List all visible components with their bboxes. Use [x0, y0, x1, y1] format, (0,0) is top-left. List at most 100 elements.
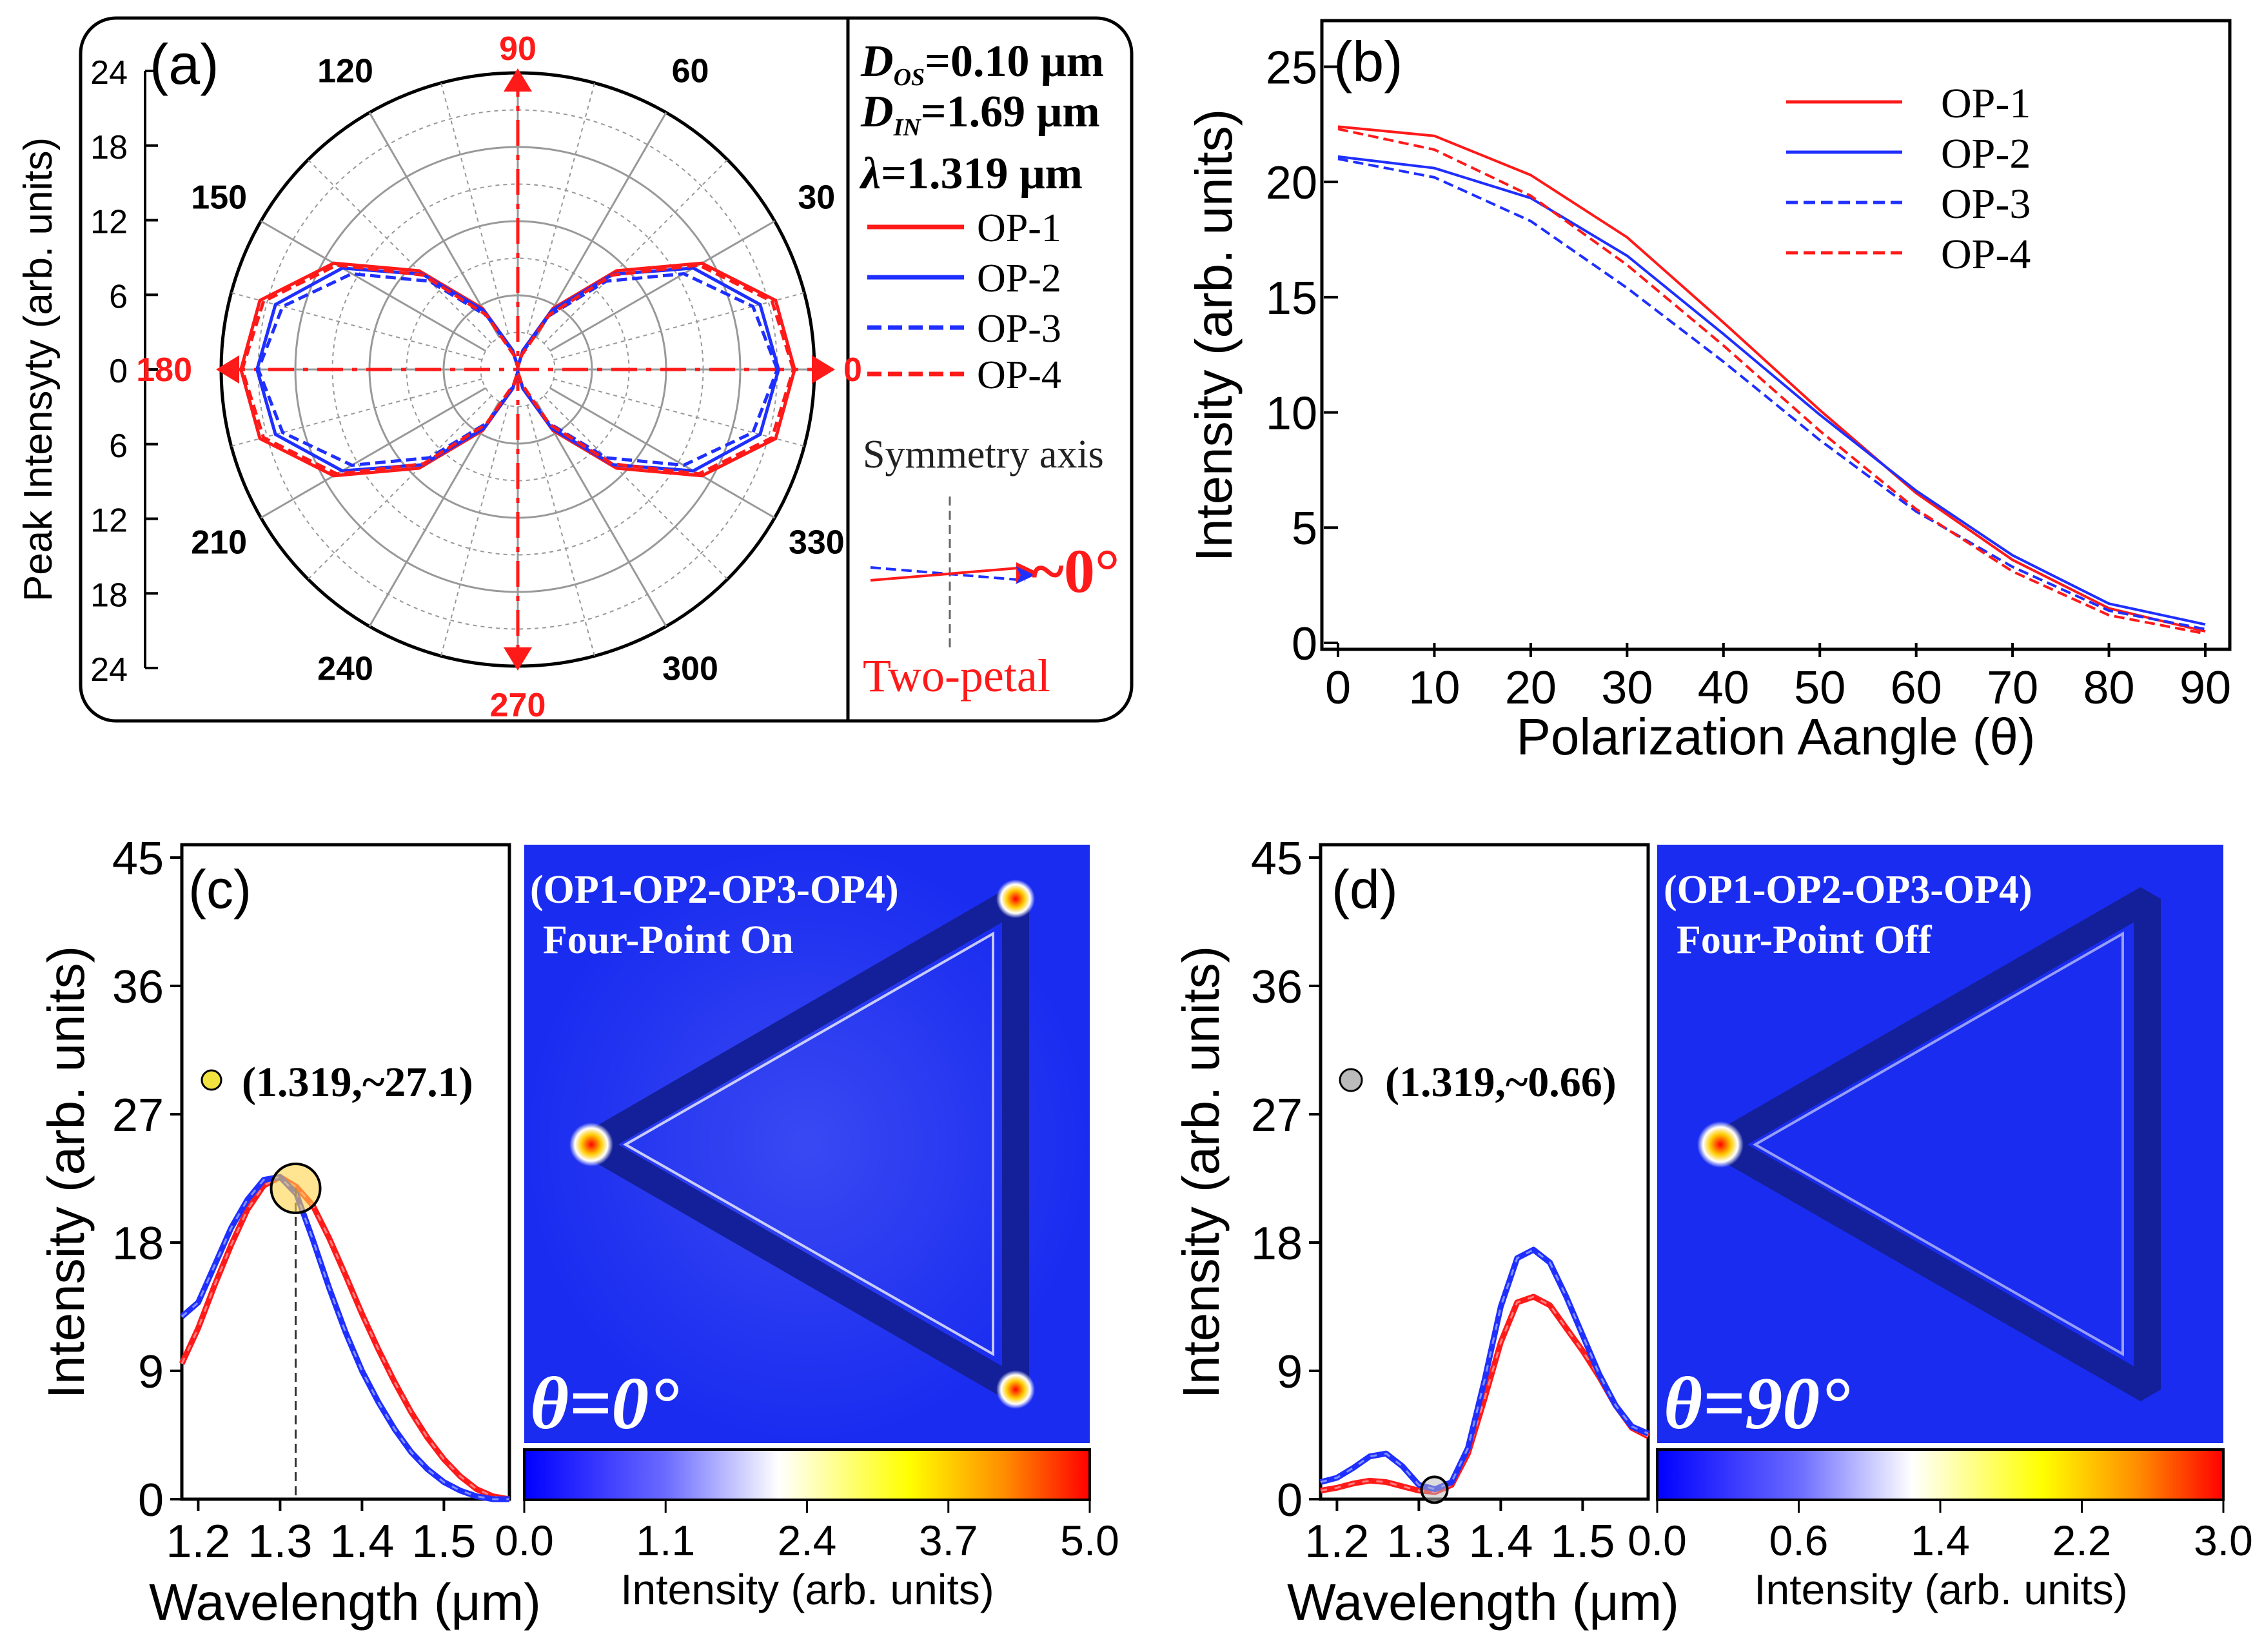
series-op-4 — [1337, 128, 2206, 635]
radial-tick-label: 24 — [90, 651, 128, 689]
panel-d-ylabel: Intensity (arb. units) — [1172, 946, 1230, 1399]
y-tick-label: 9 — [1277, 1346, 1303, 1398]
panel-d-colorbar-label: Intensity (arb. units) — [1754, 1566, 2128, 1613]
panel-d-min-marker — [1420, 1475, 1449, 1504]
symmetry-axis-title: Symmetry axis — [863, 433, 1104, 477]
polar-angle-label: 0 — [843, 351, 862, 389]
colorbar-tick-label: 3.0 — [2194, 1517, 2253, 1564]
panel-c-theta: θ=0° — [530, 1362, 679, 1445]
panel-d-axes: 1.2 1.3 1.4 1.5 0 9 18 27 36 45 — [1251, 833, 1615, 1568]
polar-angle-label: 180 — [136, 351, 192, 389]
panel-c-colorbar-label: Intensity (arb. units) — [620, 1566, 994, 1613]
x-tick-label: 1.5 — [1550, 1516, 1615, 1568]
y-tick-label: 0 — [1277, 1475, 1303, 1526]
panel-c-marker-dot — [201, 1069, 222, 1091]
panel-d-colorbar-ticks: 0.0 0.6 1.4 2.2 3.0 — [1628, 1500, 2253, 1564]
x-tick-label: 1.3 — [1386, 1516, 1451, 1568]
panel-b-label: (b) — [1333, 30, 1403, 93]
panel-c-colorbar-ticks: 0.0 1.1 2.4 3.7 5.0 — [495, 1500, 1119, 1564]
y-tick-label: 18 — [1251, 1218, 1303, 1270]
x-tick-label: 30 — [1601, 662, 1653, 714]
x-tick-label: 50 — [1794, 662, 1845, 714]
polar-angle-label: 60 — [672, 53, 709, 90]
info-line-din: DIN=1.69 μm — [860, 87, 1100, 141]
x-tick-label: 1.2 — [1304, 1516, 1369, 1568]
radial-tick-label: 12 — [90, 204, 128, 241]
series-blue — [1319, 1246, 1649, 1492]
y-tick-label: 0 — [1292, 618, 1317, 670]
radial-tick-label: 6 — [109, 278, 128, 315]
info-line-lambda: λ=1.319 μm — [859, 149, 1083, 199]
y-tick-label: 27 — [112, 1090, 164, 1141]
panel-c-ylabel: Intensity (arb. units) — [37, 946, 95, 1399]
radial-tick-label: 24 — [90, 54, 128, 92]
x-tick-label: 1.3 — [248, 1516, 312, 1568]
legend-b-op1: OP-1 — [1941, 80, 2031, 127]
panel-d-map-subtitle: Four-Point Off — [1677, 918, 1933, 962]
legend-a-op2: OP-2 — [977, 257, 1061, 300]
y-tick-label: 20 — [1266, 157, 1317, 209]
y-tick-label: 0 — [138, 1475, 164, 1526]
panel-a-frame — [79, 16, 1134, 723]
y-tick-label: 27 — [1251, 1090, 1303, 1141]
polar-grid-spoke — [543, 395, 728, 580]
x-tick-label: 1.2 — [166, 1516, 230, 1568]
y-tick-label: 36 — [1251, 961, 1303, 1013]
panel-c-curves — [179, 1162, 510, 1502]
symmetry-axis-box: Symmetry axis ~0° Two-petal — [863, 433, 1119, 702]
colorbar-tick-label: 0.6 — [1769, 1517, 1829, 1564]
x-tick-label: 90 — [2179, 662, 2231, 714]
polar-grid-spoke — [535, 112, 667, 338]
panel-d-colorbar — [1656, 1448, 2225, 1501]
polar-angle-label: 120 — [317, 53, 373, 90]
x-tick-label: 20 — [1505, 662, 1557, 714]
polar-angle-label: 150 — [191, 179, 247, 217]
y-tick-label: 36 — [112, 961, 164, 1013]
radial-tick-label: 0 — [109, 353, 128, 390]
colorbar-tick-label: 2.4 — [778, 1517, 837, 1564]
polar-grid-spoke — [549, 220, 776, 352]
panel-c-label: (c) — [188, 859, 251, 919]
polar-angle-label: 270 — [490, 687, 546, 724]
x-tick-label: 1.4 — [330, 1516, 394, 1568]
colorbar-tick-label: 1.1 — [636, 1517, 695, 1564]
radial-tick-label: 18 — [90, 129, 128, 166]
panel-c-map-title: (OP1-OP2-OP3-OP4) — [530, 868, 899, 912]
y-tick-label: 45 — [1251, 833, 1303, 885]
panel-c-xlabel: Wavelength (μm) — [149, 1573, 541, 1631]
panel-c: (c) 1.2 1.3 1.4 1.5 0 9 18 27 36 45 Intensity (ar… — [37, 833, 1119, 1631]
panel-d-annotation: (1.319,~0.66) — [1385, 1059, 1617, 1106]
y-tick-label: 45 — [112, 833, 164, 885]
colorbar-tick-label: 3.7 — [919, 1517, 978, 1564]
x-tick-label: 0 — [1325, 662, 1351, 714]
y-tick-label: 15 — [1266, 273, 1317, 324]
legend-a-op4: OP-4 — [977, 353, 1061, 397]
legend-b-op3: OP-3 — [1941, 181, 2031, 228]
y-tick-label: 5 — [1292, 503, 1317, 555]
radial-tick-label: 6 — [109, 428, 128, 465]
panel-d-map-title: (OP1-OP2-OP3-OP4) — [1664, 868, 2032, 912]
y-tick-label: 18 — [112, 1218, 164, 1270]
polar-grid-spoke — [260, 220, 486, 352]
series-op-2 — [1337, 155, 2206, 626]
polar-grid-spoke — [543, 159, 728, 344]
colorbar-tick-label: 2.2 — [2052, 1517, 2112, 1564]
legend-a-op1: OP-1 — [977, 206, 1061, 250]
polar-series-op-3 — [256, 271, 780, 467]
polar-grid-spoke — [368, 401, 500, 627]
panel-b-axes: 0 10 20 30 40 50 60 70 80 90 0 5 10 15 20 25 — [1266, 42, 2231, 714]
panel-a-label: (a) — [150, 32, 219, 96]
panel-b-curves — [1337, 125, 2206, 635]
legend-b-op4: OP-4 — [1941, 231, 2031, 278]
x-tick-label: 40 — [1698, 662, 1749, 714]
polar-series-op-4 — [240, 263, 796, 476]
panel-d-theta: θ=90° — [1664, 1362, 1850, 1445]
symmetry-arrowhead-blue — [1016, 566, 1035, 584]
series-op-3 — [1337, 157, 2206, 631]
polar-angle-label: 240 — [317, 650, 373, 687]
panel-c-map-subtitle: Four-Point On — [543, 918, 794, 962]
colorbar-tick-label: 0.0 — [1628, 1517, 1687, 1564]
symmetry-arrow-red — [870, 566, 1026, 582]
